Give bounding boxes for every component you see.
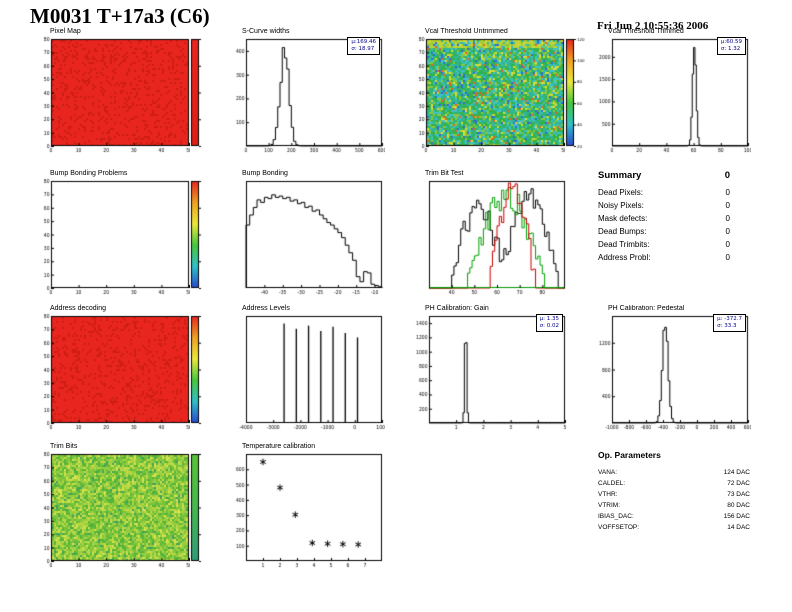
address-levels-histogram xyxy=(230,313,385,433)
summary-panel: Summary 0 Dead Pixels: 0 Noisy Pixels: 0 M… xyxy=(598,170,730,264)
trim-bits-heatmap xyxy=(38,451,190,571)
ph-gain-histogram xyxy=(413,313,568,433)
chart-title: Bump Bonding Problems xyxy=(50,170,128,177)
op-parameter-row: CALDEL: 72 DAC xyxy=(598,480,750,487)
color-scale xyxy=(190,36,210,156)
op-parameter-row: VOFFSETOP: 14 DAC xyxy=(598,524,750,531)
op-parameter-row: IBIAS_DAC: 156 DAC xyxy=(598,513,750,520)
chart-title: Vcal Threshold Untrimmed xyxy=(425,28,508,35)
stat-sigma: σ: 33.3 xyxy=(717,323,737,329)
chart-title: PH Calibration: Gain xyxy=(425,305,489,312)
chart-title: Trim Bit Test xyxy=(425,170,464,177)
color-scale xyxy=(190,313,210,433)
vcal-untrimmed-heatmap xyxy=(413,36,565,156)
panel-temp-calibration: Temperature calibration xyxy=(230,443,385,571)
op-parameter-row: VTRIM: 80 DAC xyxy=(598,502,750,509)
stat-mean: μ: 1.35 xyxy=(539,316,559,322)
summary-row: Dead Pixels: 0 xyxy=(598,188,730,197)
stat-mean: μ: -372.7 xyxy=(717,316,742,322)
panel-address-levels: Address Levels xyxy=(230,305,385,433)
summary-row: Address Probl: 0 xyxy=(598,253,730,262)
chart-title: Temperature calibration xyxy=(242,443,316,450)
bump-bonding-histogram xyxy=(230,178,385,298)
timestamp: Fri Jun 2 10:55:36 2006 xyxy=(597,20,709,32)
chart-title: Pixel Map xyxy=(50,28,81,35)
color-scale xyxy=(190,451,210,571)
stats-box: μ:169.46 σ: 18.97 xyxy=(347,37,380,55)
color-scale xyxy=(565,36,585,156)
op-parameter-row: VTHR: 73 DAC xyxy=(598,491,750,498)
trim-bit-test-histogram xyxy=(413,178,568,298)
stat-mean: μ:60.59 xyxy=(720,39,742,45)
stat-mean: μ:169.46 xyxy=(351,39,376,45)
panel-trim-bit-test: Trim Bit Test xyxy=(413,170,568,298)
panel-bump-bonding: Bump Bonding xyxy=(230,170,385,298)
summary-total: 0 xyxy=(724,170,730,181)
stats-box: μ: -372.7 σ: 33.3 xyxy=(713,314,746,332)
summary-row: Dead Bumps: 0 xyxy=(598,227,730,236)
stat-sigma: σ: 1.32 xyxy=(720,46,741,52)
summary-row: Dead Trimbits: 0 xyxy=(598,240,730,249)
stat-sigma: σ: 18.97 xyxy=(351,46,375,52)
op-parameters-title: Op. Parameters xyxy=(598,450,661,460)
panel-ph-gain: PH Calibration: Gain μ: 1.35 σ: 0.02 xyxy=(413,305,568,433)
summary-row: Mask defects: 0 xyxy=(598,214,730,223)
chart-title: Address Levels xyxy=(242,305,290,312)
stats-box: μ:60.59 σ: 1.32 xyxy=(716,37,746,55)
panel-scurve-widths: S-Curve widths μ:169.46 σ: 18.97 xyxy=(230,28,385,156)
pixel-map-heatmap xyxy=(38,36,190,156)
color-scale xyxy=(190,178,210,298)
scurve-widths-histogram xyxy=(230,36,385,156)
temp-calibration-scatter xyxy=(230,451,385,571)
chart-title: S-Curve widths xyxy=(242,28,290,35)
op-parameter-row: VANA: 124 DAC xyxy=(598,469,750,476)
panel-pixel-map: Pixel Map xyxy=(38,28,210,156)
panel-bump-problems: Bump Bonding Problems xyxy=(38,170,210,298)
chart-title: Bump Bonding xyxy=(242,170,288,177)
stat-sigma: σ: 0.02 xyxy=(539,323,559,329)
bump-problems-heatmap xyxy=(38,178,190,298)
summary-row: Noisy Pixels: 0 xyxy=(598,201,730,210)
op-parameters-panel: Op. Parameters VANA: 124 DAC CALDEL: 72 DA… xyxy=(598,450,750,533)
ph-pedestal-histogram xyxy=(596,313,751,433)
panel-trim-bits: Trim Bits xyxy=(38,443,210,571)
panel-address-decoding: Address decoding xyxy=(38,305,210,433)
chart-title: Address decoding xyxy=(50,305,107,312)
stats-box: μ: 1.35 σ: 0.02 xyxy=(535,314,563,332)
panel-vcal-untrimmed: Vcal Threshold Untrimmed xyxy=(413,28,585,156)
panel-ph-pedestal: PH Calibration: Pedestal μ: -372.7 σ: 33… xyxy=(596,305,751,433)
address-decoding-heatmap xyxy=(38,313,190,433)
chart-title: Vcal Threshold Trimmed xyxy=(608,28,684,35)
panel-vcal-trimmed: Vcal Threshold Trimmed μ:60.59 σ: 1.32 xyxy=(596,28,751,156)
chart-title: PH Calibration: Pedestal xyxy=(608,305,685,312)
page-title: M0031 T+17a3 (C6) xyxy=(30,4,210,28)
summary-title: Summary xyxy=(598,170,642,181)
chart-title: Trim Bits xyxy=(50,443,78,450)
vcal-trimmed-histogram xyxy=(596,36,751,156)
